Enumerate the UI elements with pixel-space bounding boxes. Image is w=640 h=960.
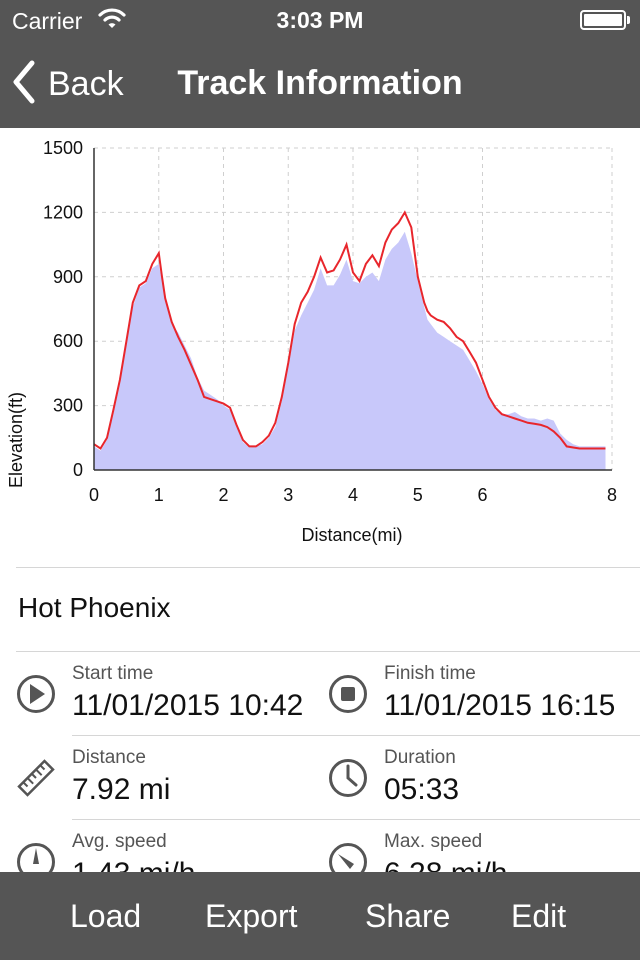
back-label: Back [48, 64, 124, 103]
start-time-stat: Start time 11/01/2015 10:42 [16, 652, 316, 736]
clock-icon [328, 758, 368, 798]
stop-icon [328, 674, 368, 714]
elevation-line [93, 210, 606, 450]
clock-label: 3:03 PM [276, 7, 364, 33]
track-name: Hot Phoenix [18, 592, 171, 623]
x-tick-label: 1 [154, 485, 164, 505]
duration-label: Duration [384, 747, 456, 768]
x-tick-label: 3 [283, 485, 293, 505]
battery-tip [627, 16, 630, 24]
y-tick-label: 900 [53, 267, 83, 287]
divider-row2 [72, 819, 640, 820]
x-tick-labels: 0 1 2 3 4 5 6 8 [89, 485, 617, 505]
elevation-chart-svg: 0 1 2 3 4 5 6 8 0 300 600 900 1200 1500 Distance(mi)… [6, 138, 617, 545]
duration-stat: Duration 05:33 [328, 736, 640, 820]
avg-speed-label: Avg. speed [72, 831, 167, 852]
distance-label: Distance [72, 747, 146, 768]
x-tick-label: 0 [89, 485, 99, 505]
export-button[interactable]: Export [205, 898, 298, 934]
x-tick-label: 6 [477, 485, 487, 505]
share-button[interactable]: Share [365, 898, 451, 934]
page-title: Track Information [177, 64, 463, 102]
distance-stat: Distance 7.92 mi [16, 736, 316, 820]
x-axis-title: Distance(mi) [301, 525, 402, 545]
back-button[interactable]: Back [12, 56, 124, 112]
finish-time-label: Finish time [384, 663, 476, 684]
start-time-label: Start time [72, 663, 154, 684]
ruler-icon [16, 758, 56, 798]
navigation-bar: Back Track Information [0, 40, 640, 128]
x-tick-label: 5 [413, 485, 423, 505]
divider-name [16, 651, 640, 652]
battery-icon [580, 10, 626, 30]
chevron-left-icon [12, 60, 36, 109]
x-tick-label: 2 [218, 485, 228, 505]
y-tick-label: 1500 [43, 138, 83, 158]
x-tick-label: 8 [607, 485, 617, 505]
finish-time-stat: Finish time 11/01/2015 16:15 [328, 652, 640, 736]
y-tick-label: 0 [73, 460, 83, 480]
y-tick-label: 300 [53, 396, 83, 416]
start-time-value: 11/01/2015 10:42 [72, 689, 304, 722]
y-tick-labels: 0 300 600 900 1200 1500 [43, 138, 83, 480]
wifi-icon [98, 6, 126, 37]
load-button[interactable]: Load [70, 898, 142, 934]
divider-chart [16, 567, 640, 568]
edit-button[interactable]: Edit [511, 898, 567, 934]
max-speed-label: Max. speed [384, 831, 483, 852]
elevation-chart: 0 1 2 3 4 5 6 8 0 300 600 900 1200 1500 Distance(mi)… [0, 128, 640, 568]
play-icon [16, 674, 56, 714]
divider-row1 [72, 735, 640, 736]
y-tick-label: 600 [53, 331, 83, 351]
y-tick-label: 1200 [43, 202, 83, 222]
y-axis-title: Elevation(ft) [6, 392, 26, 488]
carrier-label: Carrier [12, 8, 83, 34]
elevation-area [94, 231, 606, 470]
bottom-toolbar: Load Export Share Edit [0, 872, 640, 960]
distance-value: 7.92 mi [72, 773, 171, 806]
duration-value: 05:33 [384, 773, 460, 806]
finish-time-value: 11/01/2015 16:15 [384, 689, 616, 722]
status-bar: Carrier 3:03 PM [0, 0, 640, 40]
x-tick-label: 4 [348, 485, 358, 505]
